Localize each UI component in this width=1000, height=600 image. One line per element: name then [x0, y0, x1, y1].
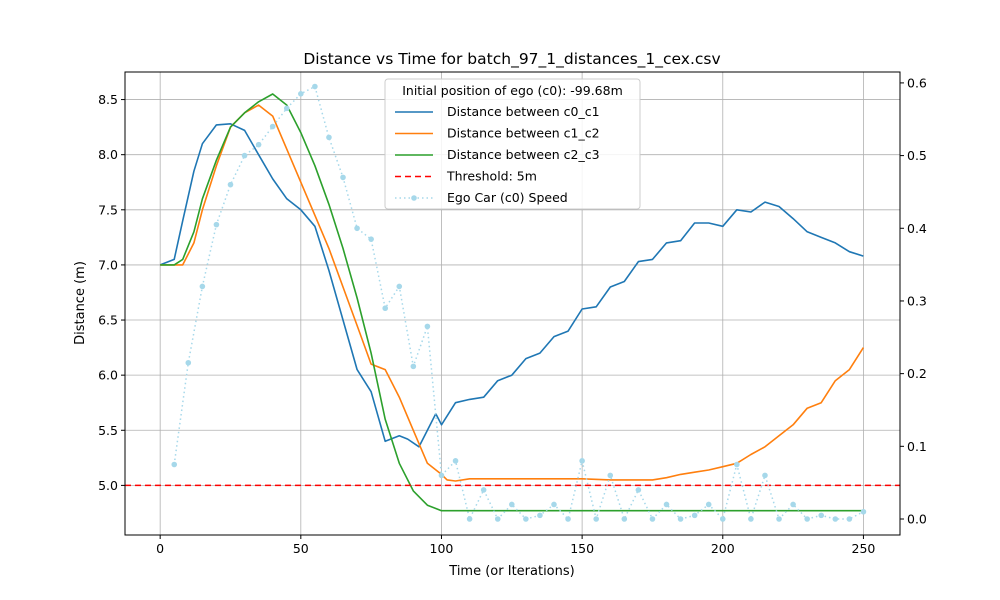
speed-point	[691, 512, 698, 519]
legend: Initial position of ego (c0): -99.68m Dis…	[384, 78, 641, 210]
x-axis-label: Time (or Iterations)	[448, 564, 574, 579]
speed-point	[663, 501, 670, 508]
speed-point	[818, 512, 825, 519]
speed-point	[635, 487, 642, 493]
speed-point	[804, 516, 810, 522]
speed-point	[298, 91, 304, 97]
legend-box	[384, 78, 641, 210]
y-tick-label: 5.0	[98, 478, 118, 493]
speed-point	[607, 472, 614, 479]
plot-frame	[124, 71, 901, 536]
speed-point	[171, 461, 178, 468]
speed-point	[734, 461, 740, 468]
y-axis-label: Distance (m)	[73, 261, 88, 345]
y2-tick-label: 0.4	[907, 221, 927, 236]
x-tick-label: 0	[156, 541, 164, 556]
speed-point	[466, 516, 473, 522]
speed-point	[269, 123, 276, 130]
y-tick-label: 8.0	[98, 147, 118, 162]
speed-point	[199, 283, 206, 290]
speed-point	[579, 458, 585, 464]
speed-point	[762, 472, 768, 479]
speed-point	[790, 501, 796, 508]
y2-tick-label: 0.6	[907, 75, 927, 90]
legend-label: Distance between c0_c1	[447, 104, 600, 119]
speed-point	[621, 516, 628, 522]
speed-point	[227, 181, 234, 188]
series-line-c0-c1	[159, 123, 864, 448]
speed-point	[523, 516, 529, 522]
speed-point	[593, 516, 599, 522]
speed-point	[494, 516, 501, 522]
legend-label: Threshold: 5m	[446, 169, 537, 184]
legend-label: Distance between c1_c2	[447, 126, 600, 141]
speed-point	[283, 105, 290, 112]
y-tick-label: 5.5	[98, 423, 118, 438]
x-tick-label: 100	[430, 541, 454, 556]
legend-label: Distance between c2_c3	[447, 147, 600, 162]
y-tick-label: 6.0	[98, 368, 118, 383]
y-tick-label: 7.0	[98, 257, 118, 272]
y-tick-label: 8.5	[98, 92, 118, 107]
speed-point	[326, 134, 332, 141]
speed-point	[396, 283, 403, 290]
y-tick-label: 7.5	[98, 202, 118, 217]
speed-point	[382, 305, 389, 312]
x-tick-label: 250	[852, 541, 876, 556]
speed-point	[410, 363, 417, 370]
legend-title: Initial position of ego (c0): -99.68m	[402, 83, 623, 98]
speed-point	[424, 323, 431, 330]
x-tick-label: 150	[570, 541, 594, 556]
speed-point	[255, 141, 262, 148]
speed-point	[832, 516, 839, 522]
speed-point	[368, 236, 374, 242]
x-tick-label: 50	[293, 541, 309, 556]
legend-swatch-marker	[411, 195, 417, 201]
y2-tick-label: 0.0	[907, 512, 927, 527]
series-line-c2-c3	[160, 93, 864, 512]
axes: 0 50 100 150 200 250 5.0 5.5 6.0 6.5 7.0 7.5 8.0 8.5 0…	[98, 71, 927, 556]
speed-point	[551, 501, 557, 508]
y2-tick-label: 0.3	[907, 293, 927, 308]
y2-tick-label: 0.5	[907, 148, 927, 163]
y2-tick-label: 0.2	[907, 366, 927, 381]
speed-point	[537, 512, 543, 519]
speed-point	[565, 516, 571, 522]
speed-point	[438, 472, 445, 479]
speed-point	[312, 83, 318, 90]
speed-point	[846, 516, 853, 522]
speed-point	[340, 174, 346, 181]
speed-point	[241, 152, 248, 159]
speed-point	[354, 225, 360, 232]
speed-point	[719, 516, 726, 522]
speed-point	[677, 516, 684, 522]
x-tick-label: 200	[711, 541, 735, 556]
speed-point	[452, 458, 459, 464]
speed-point	[185, 359, 192, 366]
series-line-c1-c2	[160, 104, 865, 482]
speed-point	[480, 487, 487, 493]
y-tick-label: 6.5	[98, 313, 118, 328]
speed-point	[508, 501, 515, 508]
speed-point	[649, 516, 656, 522]
legend-label: Ego Car (c0) Speed	[447, 190, 568, 205]
speed-point	[213, 221, 220, 228]
speed-point	[860, 508, 867, 515]
speed-point	[748, 516, 754, 522]
plot-area	[125, 83, 900, 522]
speed-point	[776, 516, 782, 522]
y2-tick-label: 0.1	[907, 439, 927, 454]
speed-point	[705, 501, 712, 508]
chart-title: Distance vs Time for batch_97_1_distance…	[303, 50, 720, 69]
